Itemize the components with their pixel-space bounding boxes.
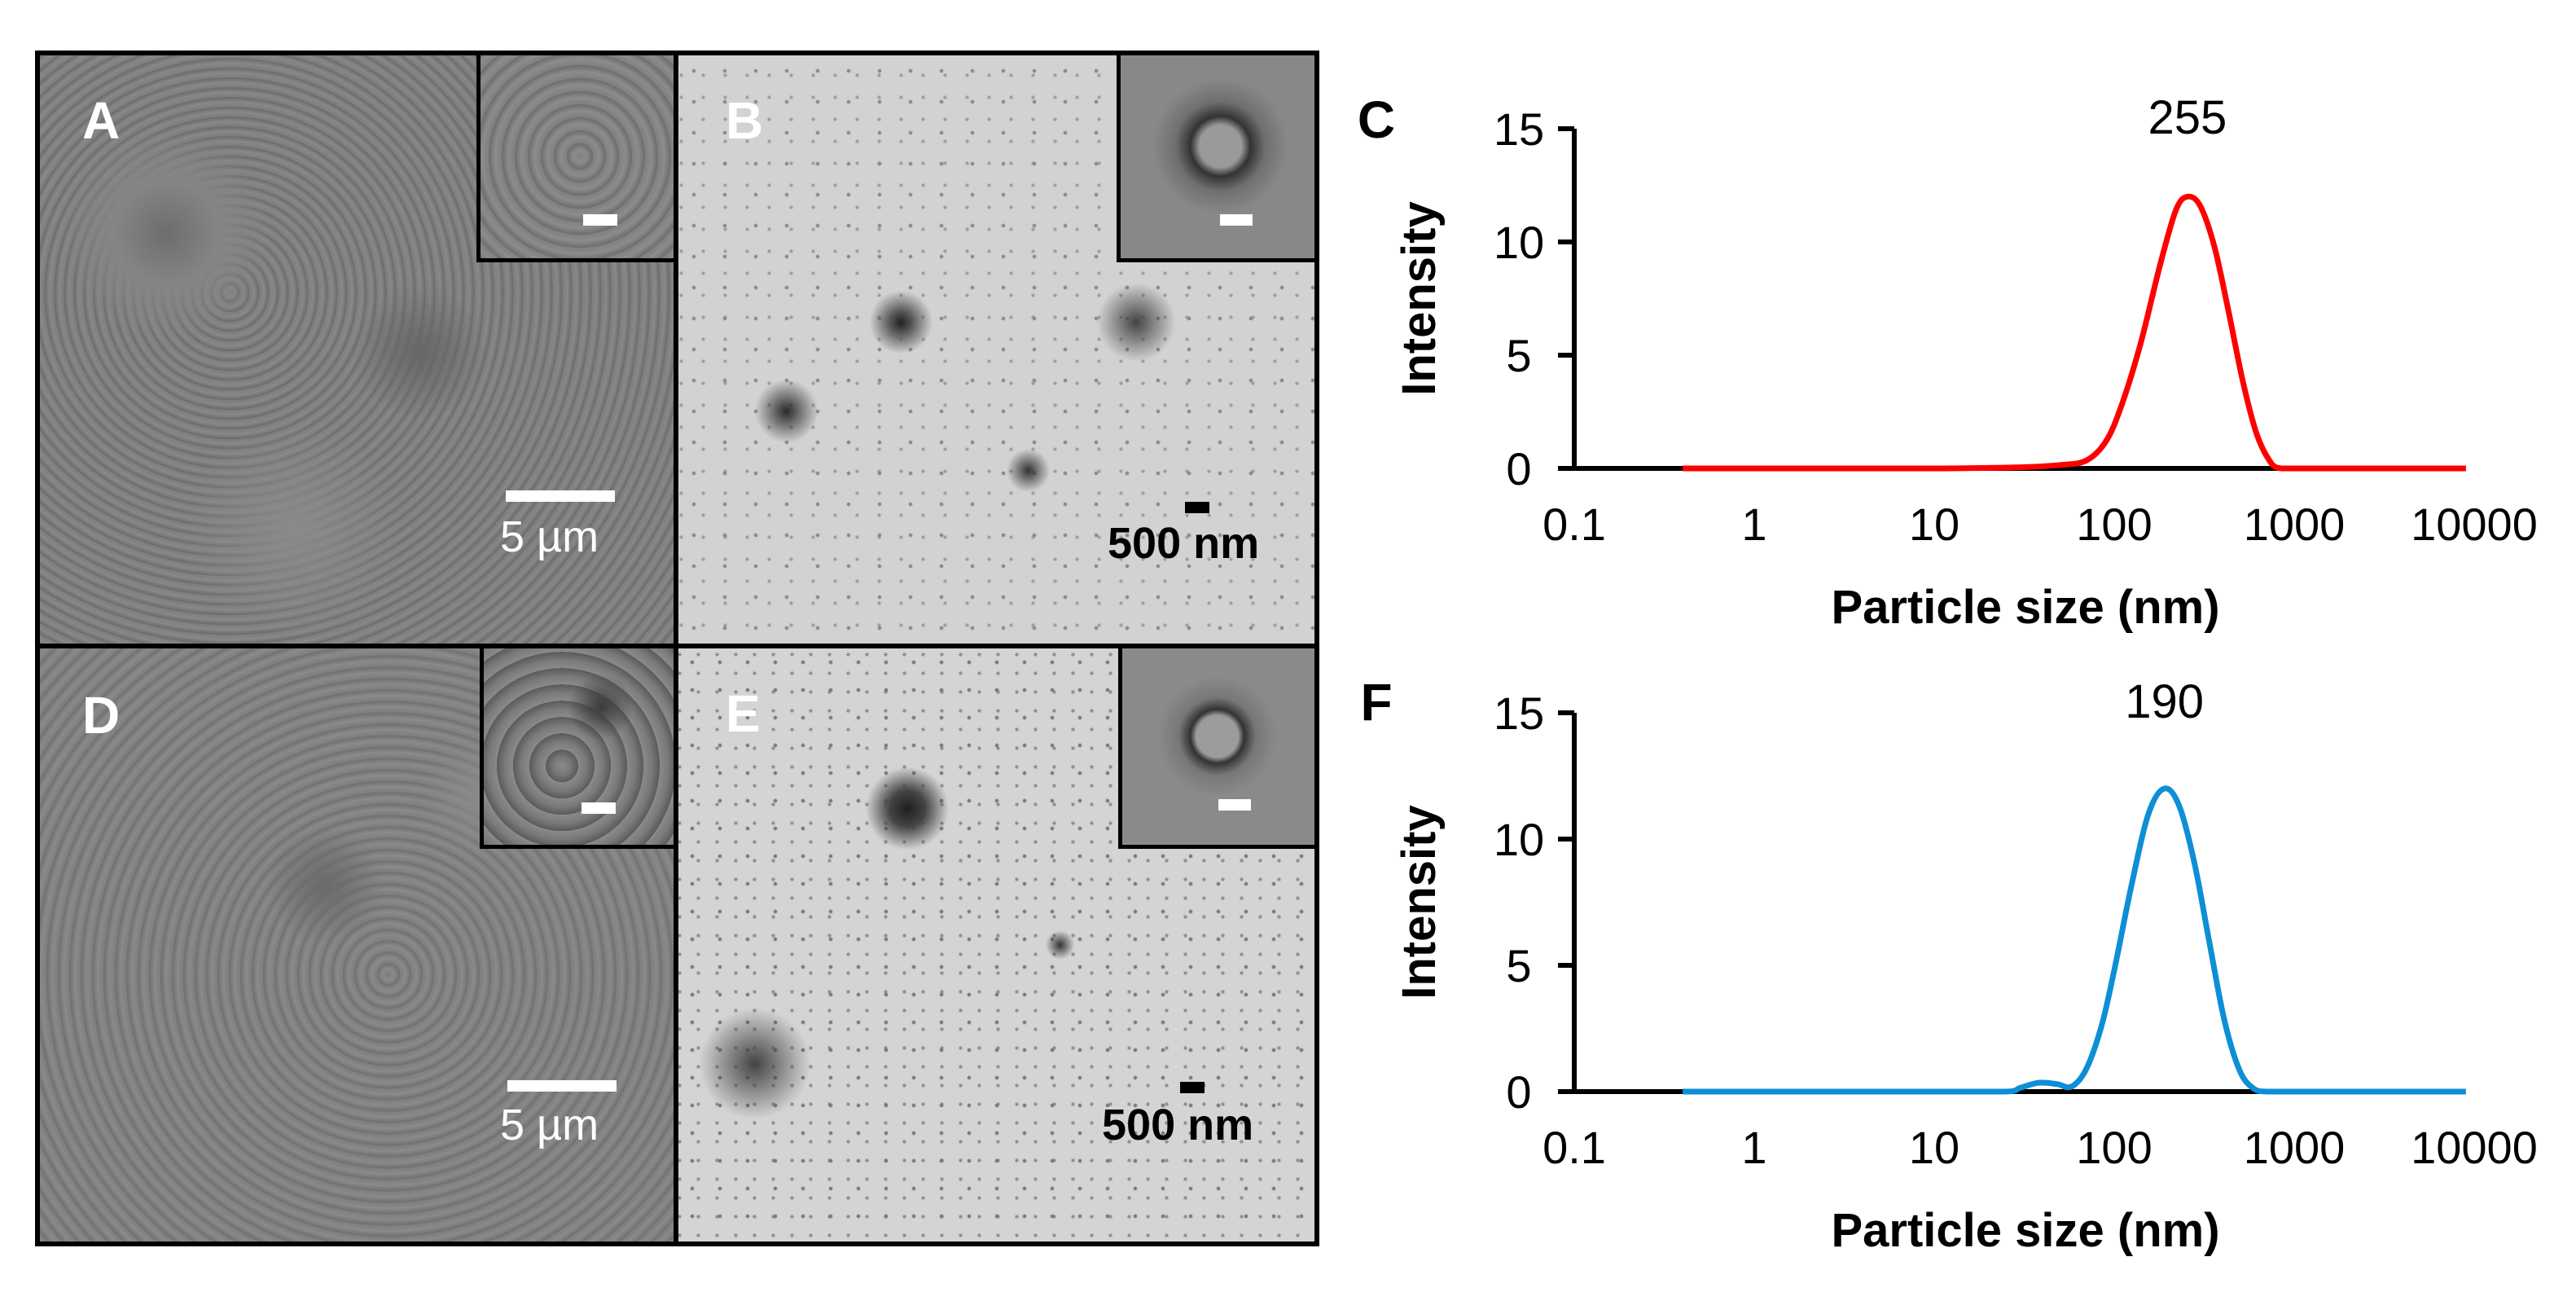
x-tick-label: 1000 xyxy=(2244,499,2346,550)
y-tick-label: 15 xyxy=(1494,688,1544,739)
y-axis-title: Intensity xyxy=(1393,805,1446,1000)
x-tick-label: 0.1 xyxy=(1543,499,1606,550)
distribution-curve xyxy=(1683,785,2466,1095)
panel-label-e: E xyxy=(726,684,761,743)
inset-b xyxy=(1117,55,1314,262)
peak-annotation: 190 xyxy=(2125,675,2204,728)
x-tick-label: 1 xyxy=(1741,499,1766,550)
panel-label-d: D xyxy=(82,686,121,745)
scale-bar-a xyxy=(506,490,615,502)
x-tick-label: 100 xyxy=(2076,1122,2152,1173)
panel-label-b: B xyxy=(726,91,764,150)
x-axis-title: Particle size (nm) xyxy=(1831,581,2219,634)
scale-label-b: 500 nm xyxy=(1108,519,1260,568)
panel-e-tem-image: E 500 nm xyxy=(674,644,1319,1246)
x-tick-label: 1000 xyxy=(2244,1122,2346,1173)
x-tick-label: 100 xyxy=(2076,499,2152,550)
panel-label-f: F xyxy=(1360,673,1392,732)
panel-label-a: A xyxy=(82,91,121,150)
panel-b-tem-image: B 500 nm xyxy=(674,51,1319,653)
inset-e xyxy=(1118,648,1314,849)
distribution-curve xyxy=(1683,193,2466,472)
peak-annotation: 255 xyxy=(2148,91,2227,144)
y-axis-title: Intensity xyxy=(1393,201,1446,396)
chart-c-size-distribution: C 0 5 10 15 0.1 1 10 100 1000 10000 Particle size (… xyxy=(1358,90,2538,634)
panel-d-sem-image: D 5 µm xyxy=(35,644,678,1246)
y-tick-label: 5 xyxy=(1506,940,1531,991)
x-tick-label: 10000 xyxy=(2411,1122,2538,1173)
scale-label-e: 500 nm xyxy=(1102,1101,1254,1149)
y-tick-label: 0 xyxy=(1506,443,1531,494)
x-axis-title: Particle size (nm) xyxy=(1831,1204,2219,1257)
scale-bar-d xyxy=(507,1080,617,1092)
inset-scale-bar-d xyxy=(581,802,616,814)
scale-bar-e xyxy=(1180,1082,1205,1093)
inset-scale-bar-b xyxy=(1220,214,1253,226)
y-tick-label: 5 xyxy=(1506,330,1531,381)
y-tick-label: 10 xyxy=(1494,217,1544,268)
inset-a xyxy=(476,55,674,262)
y-tick-label: 0 xyxy=(1506,1066,1531,1118)
scale-label-d: 5 µm xyxy=(500,1101,599,1149)
scale-label-a: 5 µm xyxy=(500,512,599,561)
y-tick-label: 10 xyxy=(1494,814,1544,865)
inset-scale-bar-e xyxy=(1218,799,1251,811)
panel-a-sem-image: A 5 µm xyxy=(35,51,678,653)
inset-d xyxy=(480,648,674,849)
panel-label-c: C xyxy=(1358,90,1395,149)
inset-scale-bar-a xyxy=(583,214,617,226)
x-tick-label: 10 xyxy=(1909,1122,1959,1173)
scale-bar-b xyxy=(1185,502,1209,513)
chart-f-size-distribution: F 0 5 10 15 0.1 1 10 100 1000 10000 Particle size (… xyxy=(1360,673,2537,1257)
x-tick-label: 10 xyxy=(1909,499,1959,550)
x-tick-label: 10000 xyxy=(2411,499,2538,550)
x-tick-label: 0.1 xyxy=(1543,1122,1606,1173)
y-tick-label: 15 xyxy=(1494,103,1544,155)
x-tick-label: 1 xyxy=(1741,1122,1766,1173)
